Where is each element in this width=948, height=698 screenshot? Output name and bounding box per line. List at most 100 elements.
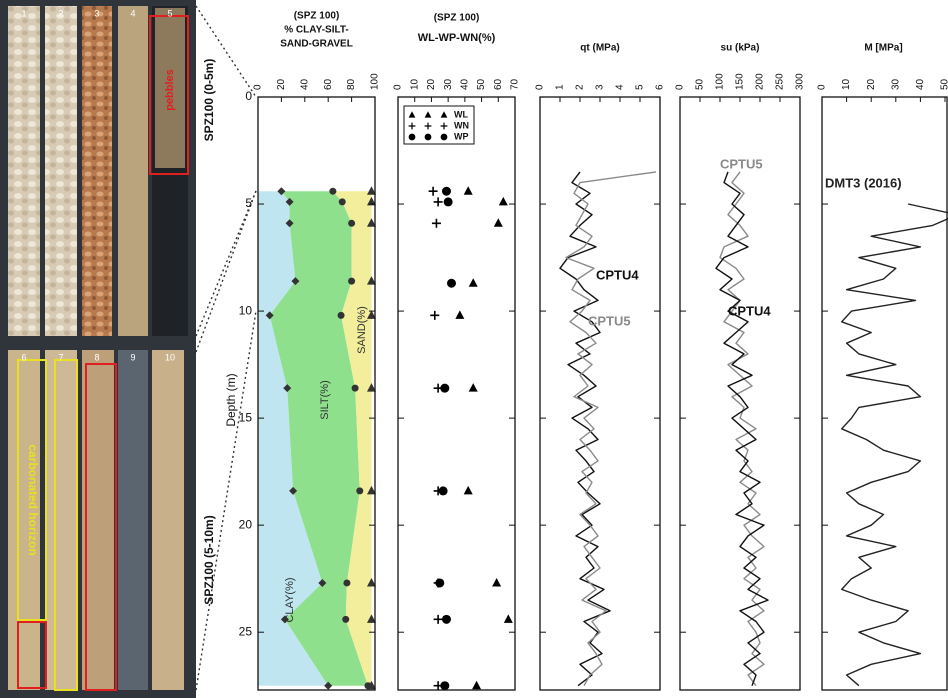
y-tick-label: 10 (239, 303, 253, 317)
x-tick-label: 40 (915, 78, 926, 90)
x-tick-label: 250 (775, 73, 786, 90)
x-tick-label: 3 (595, 84, 606, 90)
x-tick-label: 50 (695, 78, 706, 90)
series-label: SAND(%) (356, 306, 368, 354)
legend-symbol (440, 133, 448, 141)
core (45, 350, 77, 690)
legend-symbol (424, 133, 432, 141)
legend-symbol (408, 122, 416, 130)
core (82, 6, 112, 336)
x-tick-label: 6 (655, 84, 666, 90)
marker (283, 384, 292, 393)
marker (440, 383, 450, 393)
y-tick-label: 0 (245, 89, 252, 103)
core-photos: pebbles carbonated horizon (0, 0, 196, 698)
marker (463, 186, 473, 195)
marker (441, 186, 451, 196)
marker (291, 277, 300, 286)
marker (329, 187, 337, 195)
note: carbonated horizon (26, 444, 40, 555)
x-tick-label: 30 (890, 78, 901, 90)
legend-symbol (424, 111, 432, 118)
core-number: 1 (21, 8, 26, 18)
panel-frame (397, 96, 516, 691)
profile-line (565, 171, 657, 687)
core-number: 4 (130, 8, 135, 18)
marker (438, 486, 448, 496)
x-tick-label: 30 (443, 78, 454, 90)
marker (356, 487, 364, 495)
marker (366, 680, 376, 690)
core-number: 3 (94, 8, 99, 18)
x-tick-label: 4 (615, 84, 626, 90)
legend-symbol (440, 111, 448, 118)
marker (343, 579, 351, 587)
marker (498, 196, 508, 206)
marker (277, 187, 286, 196)
marker (285, 219, 294, 228)
x-tick-label: 20 (276, 78, 287, 90)
marker (366, 310, 376, 319)
core (118, 6, 148, 336)
y-tick-label: 20 (239, 517, 253, 531)
series-label: SILT(%) (319, 380, 331, 420)
core-number: 8 (94, 352, 99, 362)
x-tick-label: 0 (535, 84, 546, 90)
marker (430, 310, 440, 320)
marker (492, 577, 502, 587)
legend-box (403, 105, 475, 145)
x-tick-label: 20 (426, 78, 437, 90)
marker (366, 218, 376, 227)
core-number: 9 (130, 352, 135, 362)
x-tick-label: 10 (841, 78, 852, 90)
x-tick-label: 2 (575, 84, 586, 90)
x-tick-label: 50 (476, 78, 487, 90)
x-tick-label: 0 (817, 84, 828, 90)
x-tick-label: 100 (370, 73, 381, 90)
panel-title: (SPZ 100) (434, 13, 480, 24)
legend-symbol (408, 133, 416, 141)
core-number: 6 (21, 352, 26, 362)
marker (428, 186, 438, 196)
marker (338, 198, 346, 206)
x-axis-label: su (kPa) (721, 43, 760, 54)
series-label: DMT3 (2016) (825, 175, 902, 190)
y-tick-label: 5 (245, 196, 252, 210)
x-tick-label: 200 (755, 73, 766, 90)
marker (342, 615, 350, 623)
panel-title: SAND-GRAVEL (280, 39, 353, 50)
x-tick-label: 0 (675, 84, 686, 90)
marker (435, 578, 445, 588)
profile-line (841, 203, 948, 687)
y-axis-label: Depth (m) (224, 373, 238, 426)
x-tick-label: 150 (735, 73, 746, 90)
x-tick-label: 40 (299, 78, 310, 90)
x-tick-label: 100 (715, 73, 726, 90)
marker (468, 383, 478, 392)
marker (455, 310, 465, 319)
marker (289, 486, 298, 495)
legend-label: WN (454, 120, 469, 130)
legend-label: WL (454, 109, 468, 119)
panel-title: % CLAY-SILT- (284, 25, 348, 36)
marker (324, 681, 333, 690)
marker (366, 276, 376, 285)
marker (503, 614, 513, 623)
series-label: CPTU4 (728, 303, 771, 318)
marker (366, 577, 376, 587)
x-axis-label: M [MPa] (864, 43, 902, 54)
x-tick-label: 0 (393, 84, 404, 90)
panel-frame (821, 96, 948, 691)
x-tick-label: 60 (323, 78, 334, 90)
x-tick-label: 5 (635, 84, 646, 90)
marker (431, 218, 441, 228)
profile-line (715, 171, 769, 686)
marker (433, 614, 443, 624)
marker (463, 485, 473, 495)
marker (351, 384, 359, 392)
photo-caption: SPZ100 (5-10m) (202, 515, 216, 604)
highlight-box (54, 359, 78, 691)
marker (366, 614, 376, 623)
core-number: 10 (165, 352, 175, 362)
